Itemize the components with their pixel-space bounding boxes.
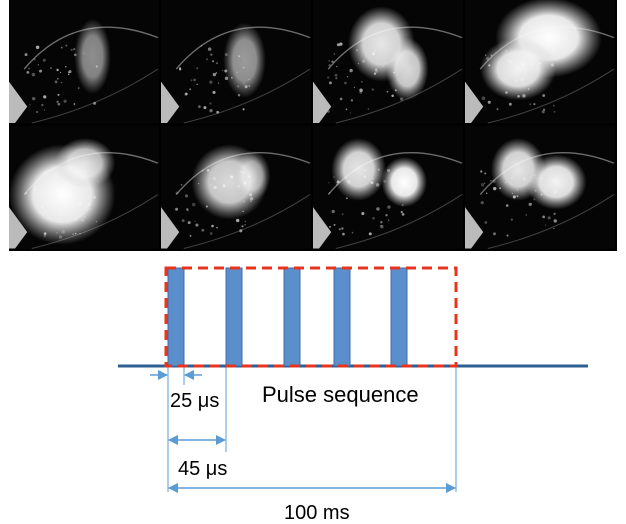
- pulse-2: [225, 267, 243, 367]
- frame-grid-canvas: [9, 0, 615, 249]
- pulse-group: [167, 267, 408, 367]
- frame-6: [161, 125, 311, 249]
- pulse-3: [283, 267, 301, 367]
- pulse-period-label: 45 μs: [178, 458, 227, 480]
- pulse-1: [167, 267, 185, 367]
- pulse-5: [390, 267, 408, 367]
- frame-7: [313, 125, 463, 249]
- sequence-duration-label: 100 ms: [284, 502, 350, 524]
- high-speed-frame-grid: [9, 0, 617, 251]
- frame-4: [465, 0, 615, 124]
- sequence-envelope: [164, 266, 458, 368]
- frame-2: [161, 0, 311, 124]
- sequence-name-label: Pulse sequence: [262, 382, 419, 407]
- frame-8: [465, 125, 615, 249]
- pulse-4: [333, 267, 351, 367]
- pulse-width-label: 25 μs: [170, 390, 219, 412]
- frame-3: [313, 0, 463, 124]
- frame-1: [9, 0, 159, 124]
- frame-5: [9, 125, 159, 249]
